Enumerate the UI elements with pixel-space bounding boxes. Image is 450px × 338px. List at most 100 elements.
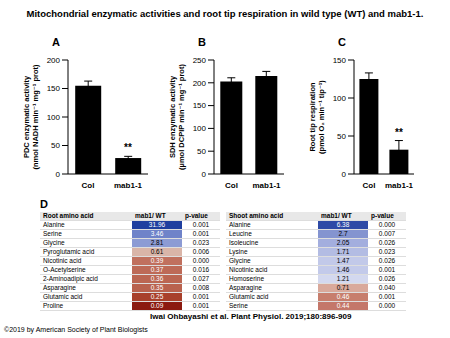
html-text:3.46: 3.46 <box>150 230 164 237</box>
svg-text:200: 200 <box>193 79 207 88</box>
html-text:0.71: 0.71 <box>336 284 350 291</box>
html-text:Root amino acid: Root amino acid <box>43 212 94 219</box>
svg-text:0: 0 <box>56 170 61 179</box>
svg-text:Col: Col <box>363 181 376 190</box>
html-text:0.026: 0.026 <box>378 239 396 246</box>
svg-text:250: 250 <box>193 56 207 65</box>
html-text:Serine: Serine <box>229 302 248 309</box>
html-text:0.09: 0.09 <box>150 302 164 309</box>
svg-text:mab1-1: mab1-1 <box>385 181 414 190</box>
svg-text:0: 0 <box>202 170 207 179</box>
html-text:0.007: 0.007 <box>378 230 396 237</box>
html-text:0.000: 0.000 <box>378 221 396 228</box>
html-text:0.001: 0.001 <box>192 230 210 237</box>
svg-text:(nmol NADH min⁻¹ mg⁻¹ prot): (nmol NADH min⁻¹ mg⁻¹ prot) <box>31 64 40 169</box>
html-text:1.71: 1.71 <box>336 248 350 255</box>
svg-text:mab1-1: mab1-1 <box>252 181 281 190</box>
svg-text:Col: Col <box>82 181 95 190</box>
svg-text:Col: Col <box>225 181 238 190</box>
html-text:A: A <box>52 36 60 48</box>
html-text:0.001: 0.001 <box>192 293 210 300</box>
html-text:0.35: 0.35 <box>150 284 164 291</box>
html-text:0.006: 0.006 <box>192 248 210 255</box>
html-text:0.023: 0.023 <box>192 239 210 246</box>
svg-text:100: 100 <box>333 94 347 103</box>
svg-text:**: ** <box>395 127 403 138</box>
html-text:Alanine: Alanine <box>229 221 251 228</box>
html-text:Iwai Ohbayashi et al. Plant Ph: Iwai Ohbayashi et al. Plant Physiol. 201… <box>150 312 352 321</box>
svg-text:Root tip respiration: Root tip respiration <box>308 82 317 152</box>
svg-text:mab1-1: mab1-1 <box>114 181 143 190</box>
html-text:0.39: 0.39 <box>150 257 164 264</box>
html-text:Glycine: Glycine <box>43 239 65 246</box>
html-text:mab1/ WT: mab1/ WT <box>135 212 166 219</box>
html-text:O-Acetylserine: O-Acetylserine <box>43 266 86 273</box>
html-text:0.46: 0.46 <box>336 293 350 300</box>
svg-text:100: 100 <box>47 113 61 122</box>
html-text:0.016: 0.016 <box>192 266 210 273</box>
html-text:Nicotinic acid: Nicotinic acid <box>43 257 82 264</box>
html-text:2.81: 2.81 <box>150 239 164 246</box>
html-text:p-value: p-value <box>185 212 208 219</box>
svg-text:150: 150 <box>333 56 347 65</box>
html-text:Glutamic acid: Glutamic acid <box>229 293 269 300</box>
html-text:Glycine: Glycine <box>229 257 251 264</box>
html-text:0.001: 0.001 <box>378 266 396 273</box>
html-text:2-Aminoadipic acid: 2-Aminoadipic acid <box>43 275 98 282</box>
html-text:Glutamic acid: Glutamic acid <box>43 293 83 300</box>
html-text:0.023: 0.023 <box>378 248 396 255</box>
html-text:0.36: 0.36 <box>150 275 164 282</box>
html-text:0.44: 0.44 <box>336 302 350 309</box>
html-text:0.040: 0.040 <box>378 284 396 291</box>
html-text:Shoot amino acid: Shoot amino acid <box>229 212 284 219</box>
html-text:2.7: 2.7 <box>338 230 348 237</box>
svg-text:150: 150 <box>193 101 207 110</box>
html-text:1.47: 1.47 <box>336 257 350 264</box>
html-text:1.21: 1.21 <box>336 275 350 282</box>
svg-text:PDC enzymatic activity: PDC enzymatic activity <box>22 75 31 158</box>
html-text:Proline: Proline <box>43 302 64 309</box>
html-text:Isoleucine: Isoleucine <box>229 239 259 246</box>
svg-text:(pmol O₂ min⁻¹ tip⁻¹): (pmol O₂ min⁻¹ tip⁻¹) <box>317 80 326 154</box>
html-text:0.026: 0.026 <box>378 275 396 282</box>
html-text:0.001: 0.001 <box>192 302 210 309</box>
svg-text:50: 50 <box>197 147 206 156</box>
svg-text:200: 200 <box>47 56 61 65</box>
html-text:2.05: 2.05 <box>336 239 350 246</box>
html-text:6.38: 6.38 <box>336 221 350 228</box>
svg-text:SDH enzymatic activity: SDH enzymatic activity <box>168 75 177 158</box>
html-text:D: D <box>40 198 48 210</box>
svg-text:(µmol DCPIP min⁻¹ mg⁻¹ prot): (µmol DCPIP min⁻¹ mg⁻¹ prot) <box>177 64 186 170</box>
html-text:31.96: 31.96 <box>148 221 166 228</box>
svg-text:50: 50 <box>337 132 346 141</box>
html-text:Mitochondrial enzymatic activi: Mitochondrial enzymatic activities and r… <box>26 8 424 19</box>
html-text:0.37: 0.37 <box>150 266 164 273</box>
html-text:1.46: 1.46 <box>336 266 350 273</box>
svg-text:50: 50 <box>51 141 60 150</box>
html-text:0.001: 0.001 <box>378 293 396 300</box>
html-text:Asparagine: Asparagine <box>43 284 76 291</box>
html-text:Homoserine: Homoserine <box>229 275 264 282</box>
svg-text:**: ** <box>124 142 132 153</box>
html-text:Nicotinic acid: Nicotinic acid <box>229 266 268 273</box>
html-text:0.001: 0.001 <box>192 221 210 228</box>
html-text:Serine: Serine <box>43 230 62 237</box>
svg-text:100: 100 <box>193 124 207 133</box>
html-text:0.61: 0.61 <box>150 248 164 255</box>
html-text:0.25: 0.25 <box>150 293 164 300</box>
html-text:0.027: 0.027 <box>192 275 210 282</box>
html-text:0.008: 0.008 <box>192 284 210 291</box>
html-text:mab1/ WT: mab1/ WT <box>321 212 352 219</box>
html-text:B: B <box>198 36 206 48</box>
html-text:Leucine: Leucine <box>229 230 252 237</box>
svg-text:0: 0 <box>342 170 347 179</box>
html-text:Lysine: Lysine <box>229 248 248 255</box>
html-text:Alanine: Alanine <box>43 221 65 228</box>
html-text:C: C <box>338 36 346 48</box>
html-text:Pyroglutamic acid: Pyroglutamic acid <box>43 248 95 255</box>
svg-text:150: 150 <box>47 84 61 93</box>
html-text:0.026: 0.026 <box>378 257 396 264</box>
html-text:Asparagine: Asparagine <box>229 284 262 291</box>
html-text:p-value: p-value <box>371 212 394 219</box>
html-text:0.000: 0.000 <box>192 257 210 264</box>
